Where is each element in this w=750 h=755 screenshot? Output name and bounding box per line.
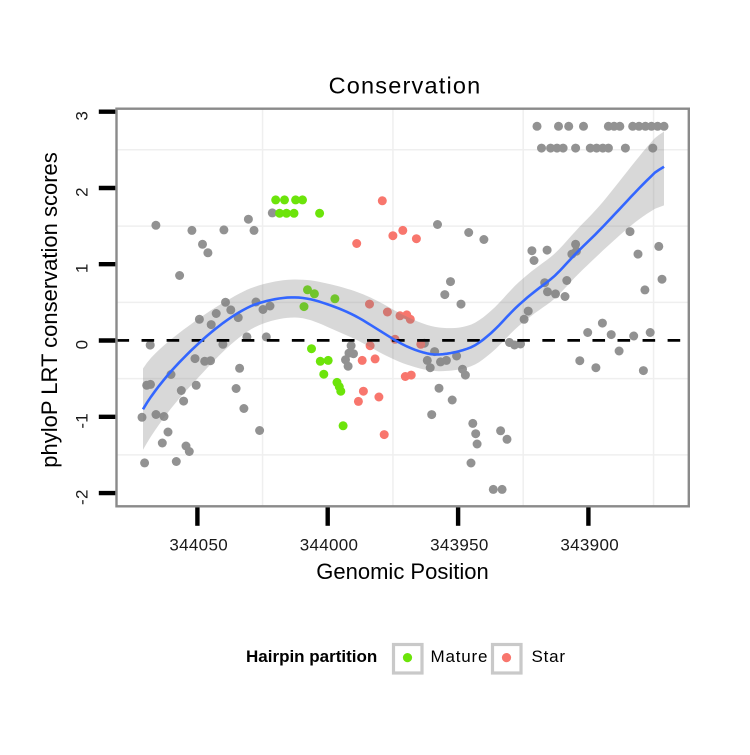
svg-text:Star: Star: [532, 647, 566, 666]
svg-text:Mature: Mature: [431, 647, 489, 666]
svg-text:Conservation: Conservation: [329, 73, 482, 99]
svg-text:2: 2: [73, 187, 92, 197]
svg-text:1: 1: [73, 263, 92, 273]
svg-text:Genomic Position: Genomic Position: [316, 559, 488, 584]
svg-text:344050: 344050: [169, 536, 228, 555]
svg-text:Hairpin partition: Hairpin partition: [246, 647, 377, 666]
svg-text:-1: -1: [73, 413, 92, 429]
svg-text:phyloP LRT conservation scores: phyloP LRT conservation scores: [37, 152, 62, 468]
svg-text:344000: 344000: [300, 536, 359, 555]
svg-text:3: 3: [73, 111, 92, 121]
svg-text:-2: -2: [73, 489, 92, 505]
svg-text:343950: 343950: [430, 536, 489, 555]
svg-text:343900: 343900: [560, 536, 619, 555]
svg-text:0: 0: [73, 340, 92, 350]
